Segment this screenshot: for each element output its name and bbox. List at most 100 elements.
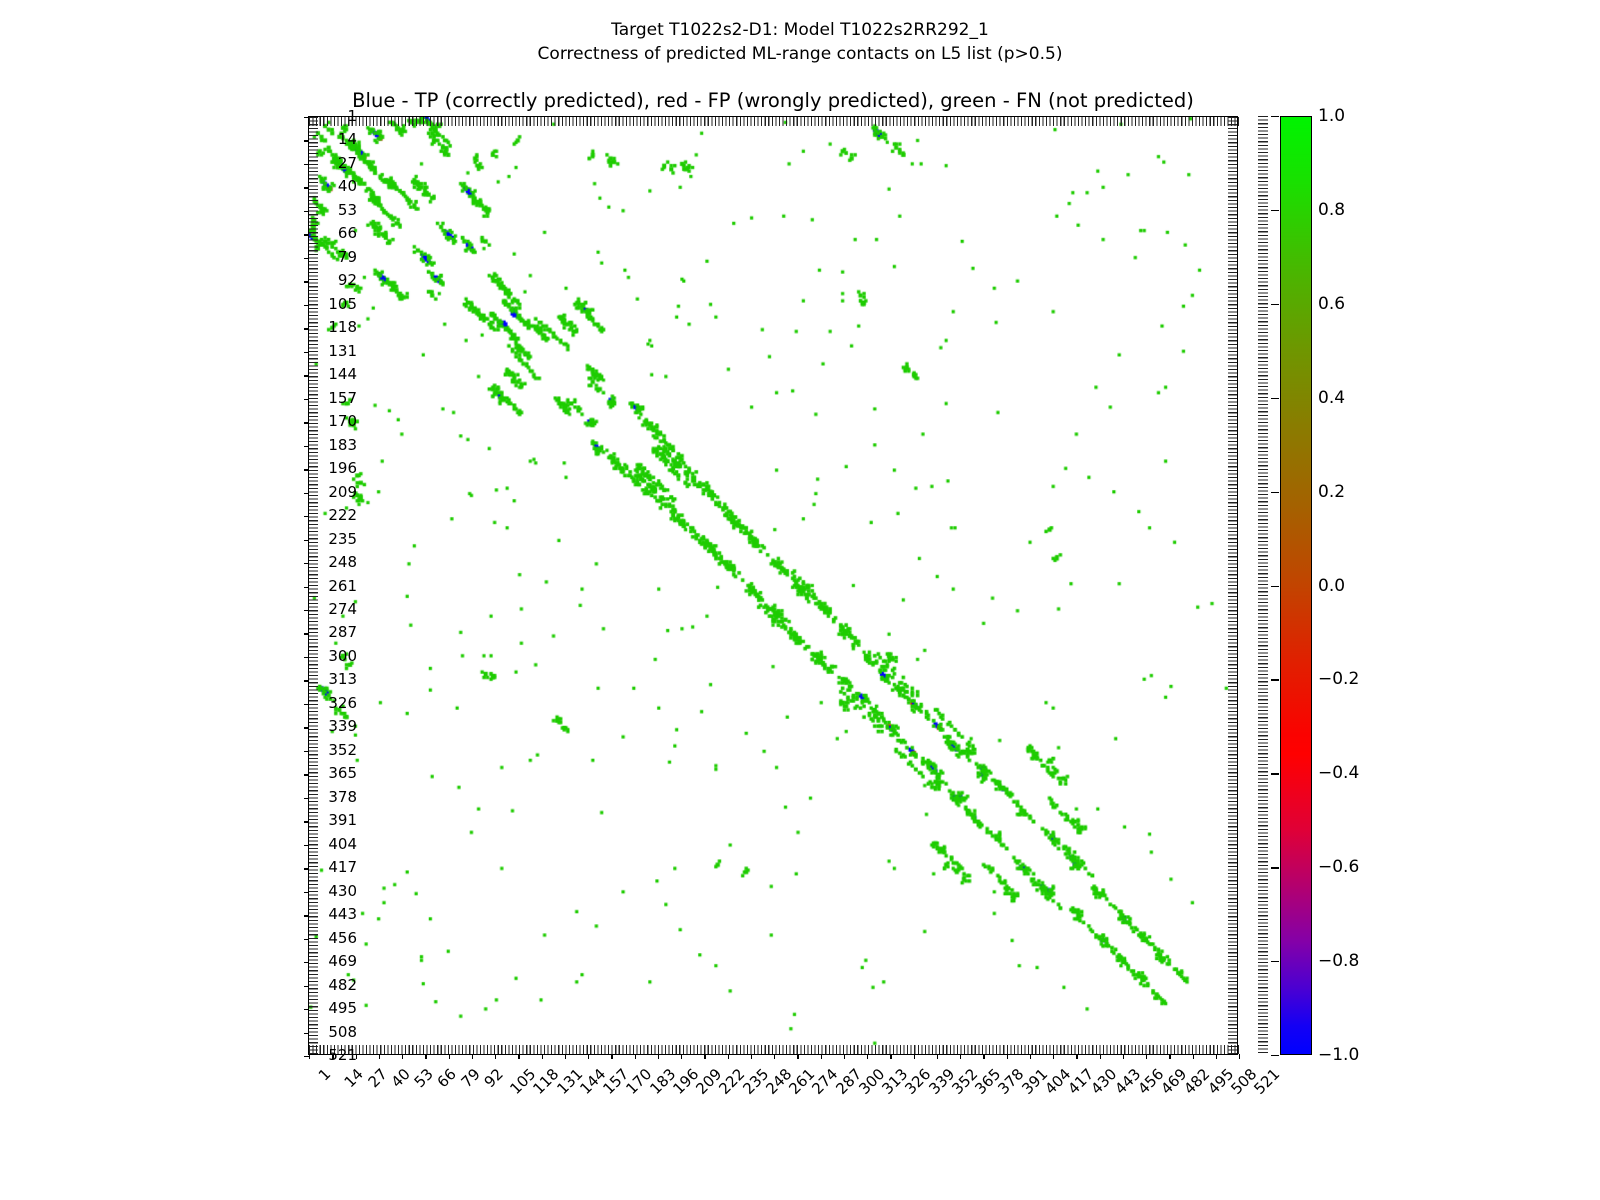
colorbar-tick bbox=[1271, 867, 1279, 869]
y-tick-label-378: 378 bbox=[328, 787, 357, 806]
colorbar-label-3: 0.4 bbox=[1318, 387, 1346, 408]
y-major-tick bbox=[304, 609, 309, 612]
minor-ticks-bottom bbox=[309, 1045, 1239, 1054]
colorbar-tick bbox=[1271, 1055, 1279, 1057]
colorbar-label-4: 0.2 bbox=[1318, 481, 1346, 502]
x-major-tick bbox=[820, 1054, 822, 1059]
figure-title: Target T1022s2-D1: Model T1022s2RR292_1 … bbox=[0, 18, 1600, 66]
y-tick-label-144: 144 bbox=[328, 365, 357, 384]
x-major-tick bbox=[332, 1054, 334, 1059]
y-major-tick bbox=[304, 140, 309, 142]
y-tick-label-469: 469 bbox=[328, 952, 357, 971]
y-tick-label-365: 365 bbox=[328, 764, 357, 783]
x-major-tick bbox=[657, 1054, 660, 1059]
y-tick-label-1: 1 bbox=[347, 107, 357, 125]
colorbar-tick bbox=[1271, 397, 1279, 400]
y-tick-label-300: 300 bbox=[328, 646, 357, 665]
y-tick-label-443: 443 bbox=[328, 905, 357, 924]
y-tick-label-170: 170 bbox=[328, 412, 357, 431]
x-major-tick bbox=[936, 1054, 939, 1059]
minor-ticks-top bbox=[309, 117, 1239, 126]
minor-ticks-right bbox=[1228, 117, 1237, 1056]
y-major-tick bbox=[304, 516, 309, 518]
x-major-tick bbox=[983, 1054, 985, 1059]
y-major-tick bbox=[304, 1009, 309, 1011]
y-major-tick bbox=[304, 492, 309, 494]
contact-map-canvas bbox=[309, 117, 1237, 1054]
colorbar-label-7: −0.4 bbox=[1318, 763, 1360, 784]
y-major-tick bbox=[304, 915, 309, 917]
y-major-tick bbox=[304, 281, 309, 283]
y-major-tick bbox=[304, 680, 309, 682]
y-major-tick bbox=[304, 210, 309, 213]
colorbar-tick bbox=[1271, 773, 1279, 775]
y-tick-label-456: 456 bbox=[328, 928, 357, 947]
x-major-tick bbox=[1006, 1054, 1008, 1059]
x-major-tick bbox=[518, 1054, 520, 1059]
y-major-tick bbox=[304, 633, 309, 635]
x-tick-label-92: 92 bbox=[480, 1065, 507, 1092]
x-major-tick bbox=[611, 1054, 613, 1059]
x-major-tick bbox=[471, 1054, 474, 1059]
y-tick-label-79: 79 bbox=[337, 247, 357, 266]
x-major-tick bbox=[1215, 1054, 1218, 1059]
y-major-tick bbox=[304, 117, 309, 119]
y-major-tick bbox=[304, 703, 309, 706]
x-major-tick bbox=[378, 1054, 381, 1059]
y-tick-label-131: 131 bbox=[328, 341, 357, 360]
y-tick-label-287: 287 bbox=[328, 623, 357, 642]
x-tick-label-1: 1 bbox=[314, 1065, 335, 1085]
y-major-tick bbox=[304, 797, 309, 800]
y-tick-label-248: 248 bbox=[328, 553, 357, 572]
colorbar-label-10: −1.0 bbox=[1318, 1045, 1360, 1065]
y-tick-label-508: 508 bbox=[328, 1022, 357, 1041]
y-tick-label-391: 391 bbox=[328, 811, 357, 830]
y-tick-label-521: 521 bbox=[328, 1046, 357, 1064]
y-tick-label-157: 157 bbox=[328, 388, 357, 407]
x-major-tick bbox=[564, 1054, 567, 1059]
title-line-2: Correctness of predicted ML-range contac… bbox=[537, 44, 1063, 65]
x-major-tick bbox=[1146, 1054, 1148, 1059]
x-major-tick bbox=[960, 1054, 962, 1059]
y-tick-label-274: 274 bbox=[328, 599, 357, 618]
colorbar-label-2: 0.6 bbox=[1318, 293, 1346, 314]
x-major-tick bbox=[402, 1054, 404, 1059]
y-major-tick bbox=[304, 821, 309, 823]
colorbar-label-9: −0.8 bbox=[1318, 951, 1360, 972]
colorbar-label-8: −0.6 bbox=[1318, 857, 1360, 878]
y-tick-label-105: 105 bbox=[328, 294, 357, 313]
colorbar-tick bbox=[1271, 491, 1279, 493]
y-major-tick bbox=[304, 1032, 309, 1034]
x-major-tick bbox=[867, 1054, 869, 1059]
colorbar-tick bbox=[1271, 679, 1279, 681]
y-tick-label-417: 417 bbox=[328, 858, 357, 877]
x-major-tick bbox=[541, 1054, 543, 1059]
x-tick-label-521: 521 bbox=[1250, 1065, 1284, 1098]
y-major-tick bbox=[304, 398, 309, 401]
y-tick-label-27: 27 bbox=[337, 153, 357, 172]
x-major-tick bbox=[681, 1054, 683, 1059]
y-major-tick bbox=[304, 891, 309, 894]
y-tick-label-118: 118 bbox=[328, 318, 357, 337]
y-major-tick bbox=[304, 375, 309, 377]
y-major-tick bbox=[304, 328, 309, 330]
x-major-tick bbox=[588, 1054, 590, 1059]
colorbar-label-5: 0.0 bbox=[1318, 575, 1346, 596]
y-major-tick bbox=[304, 422, 309, 424]
y-tick-label-352: 352 bbox=[328, 740, 357, 759]
x-major-tick bbox=[355, 1054, 357, 1059]
y-major-tick bbox=[304, 234, 309, 236]
x-major-tick bbox=[890, 1054, 892, 1059]
x-major-tick bbox=[495, 1054, 497, 1059]
y-major-tick bbox=[304, 563, 309, 565]
x-major-tick bbox=[1239, 1054, 1241, 1059]
colorbar bbox=[1280, 116, 1312, 1055]
title-line-1: Target T1022s2-D1: Model T1022s2RR292_1 bbox=[611, 20, 989, 40]
x-major-tick bbox=[843, 1054, 846, 1059]
y-tick-label-313: 313 bbox=[328, 670, 357, 689]
x-tick-label-66: 66 bbox=[433, 1065, 461, 1092]
y-major-tick bbox=[304, 938, 309, 941]
y-major-tick bbox=[304, 1056, 309, 1058]
x-major-tick bbox=[1169, 1054, 1171, 1059]
x-major-tick bbox=[1029, 1054, 1032, 1059]
